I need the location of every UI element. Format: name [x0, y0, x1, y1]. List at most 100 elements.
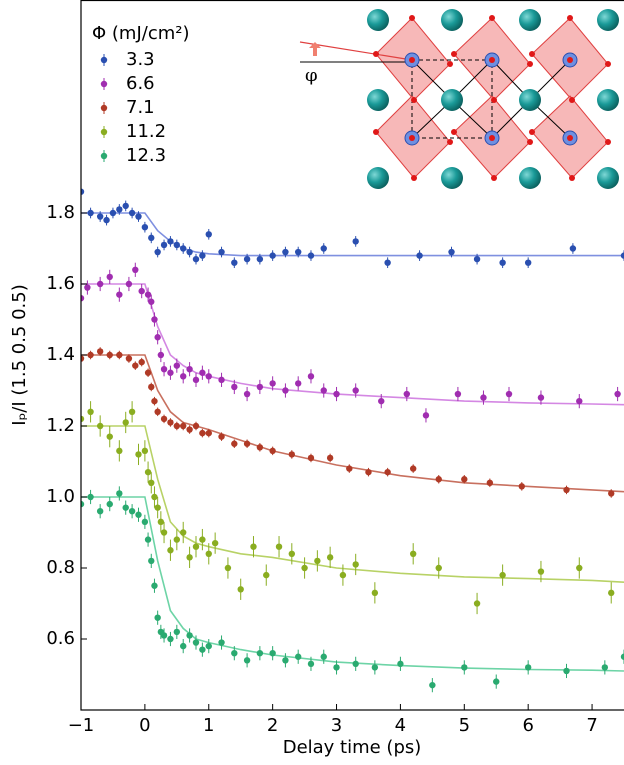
data-point [151, 582, 158, 589]
data-point [614, 390, 621, 398]
data-point [346, 465, 353, 472]
data-point [371, 664, 379, 671]
data-point [192, 543, 200, 550]
data-point [620, 252, 624, 259]
data-point [448, 248, 455, 256]
data-point [205, 642, 212, 650]
data-point [128, 508, 136, 515]
data-point [173, 422, 181, 430]
data-point [167, 547, 174, 554]
data-point [454, 390, 462, 398]
data-point [518, 483, 525, 490]
legend-label: 12.3 [126, 145, 166, 166]
data-point [211, 539, 219, 547]
y-tick-label: 0.6 [46, 628, 75, 649]
x-tick-label: 3 [331, 715, 342, 736]
data-point [148, 479, 155, 486]
data-point [243, 440, 251, 447]
data-point [151, 397, 158, 405]
data-point [608, 490, 615, 497]
data-point [186, 632, 193, 639]
data-point [199, 536, 206, 543]
crystal-inset: φ [296, 2, 624, 194]
data-point [81, 295, 85, 302]
data-point [109, 209, 117, 217]
data-point [243, 657, 251, 664]
data-point [282, 657, 289, 664]
y-tick-label: 0.8 [46, 557, 75, 578]
legend-marker [100, 128, 108, 136]
data-point [269, 447, 276, 455]
data-point [199, 369, 206, 376]
data-point [125, 280, 133, 288]
x-tick-label: 7 [586, 715, 597, 736]
data-point [473, 600, 481, 607]
data-point [81, 415, 85, 423]
data-point [231, 650, 238, 657]
data-point [307, 454, 315, 462]
data-point [218, 376, 225, 384]
fit-line [81, 212, 624, 257]
data-point [282, 387, 289, 394]
x-tick-label: 5 [459, 715, 470, 736]
data-point [135, 511, 142, 518]
data-point [461, 664, 468, 671]
data-point [167, 419, 174, 426]
data-point [224, 564, 232, 572]
y-tick-label: 1.6 [46, 273, 75, 294]
data-point [96, 422, 104, 430]
data-point [199, 646, 206, 653]
data-point [84, 284, 91, 291]
legend-marker [100, 104, 108, 112]
data-point [160, 632, 168, 639]
data-point [243, 255, 251, 263]
data-point [263, 571, 270, 579]
data-point [160, 366, 168, 373]
data-point [116, 490, 123, 497]
data-point [186, 366, 193, 373]
data-point [218, 248, 225, 256]
data-point [87, 493, 94, 501]
data-point [333, 664, 340, 671]
data-point [186, 248, 193, 256]
data-point [218, 639, 225, 646]
data-point [199, 252, 206, 259]
data-point [141, 224, 149, 231]
data-point [231, 383, 238, 391]
data-point [601, 664, 609, 671]
data-point [205, 373, 212, 380]
data-point [429, 681, 436, 689]
data-point [537, 394, 545, 401]
y-tick-label: 1.2 [46, 415, 75, 436]
data-point [473, 255, 481, 263]
data-point [132, 266, 139, 273]
x-tick-label: 4 [395, 715, 406, 736]
data-point [409, 550, 417, 557]
legend-marker [100, 56, 108, 64]
y-tick-label: 1.0 [46, 486, 75, 507]
data-point [144, 369, 152, 376]
data-point [269, 380, 276, 387]
legend-label: 6.6 [126, 73, 155, 94]
data-point [103, 216, 110, 224]
y-tick-label: 1.4 [46, 344, 75, 365]
data-point [116, 291, 123, 298]
data-point [138, 287, 145, 295]
data-point [352, 238, 359, 245]
data-point [480, 394, 487, 401]
data-point [106, 273, 113, 281]
data-point [288, 550, 296, 557]
data-point [144, 291, 152, 298]
data-point [250, 543, 257, 550]
data-point [144, 468, 152, 476]
data-point [157, 351, 165, 359]
data-point [307, 660, 315, 668]
data-point [132, 362, 139, 369]
data-point [128, 209, 136, 217]
x-tick-label: 0 [139, 715, 150, 736]
fit-line [81, 496, 624, 672]
data-point [186, 554, 193, 561]
data-point [314, 557, 321, 565]
data-point [96, 280, 104, 288]
